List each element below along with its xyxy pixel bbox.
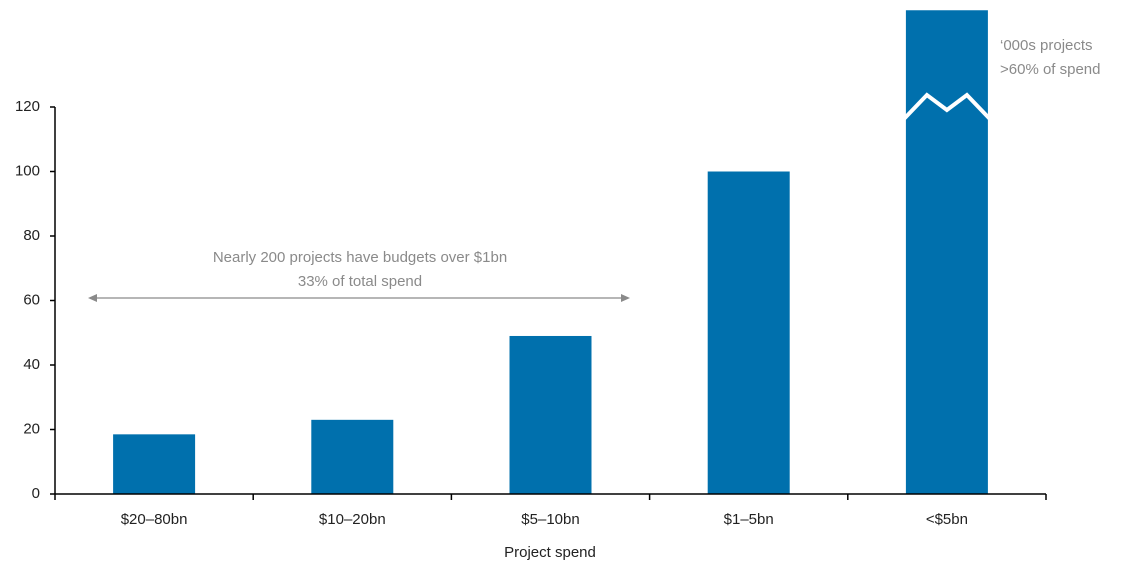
y-tick-label: 100	[15, 162, 40, 179]
x-tick-label: $10–20bn	[319, 511, 386, 528]
x-tick-label: <$5bn	[926, 511, 968, 528]
axis-break	[902, 92, 992, 121]
arrow-head	[88, 294, 97, 302]
y-tick-label: 120	[15, 98, 40, 115]
annotation: Nearly 200 projects have budgets over $1…	[213, 249, 507, 266]
y-tick-label: 40	[23, 356, 40, 373]
annotation: ‘000s projects	[1000, 37, 1093, 54]
bar	[707, 171, 790, 494]
x-axis-label: Project spend	[504, 544, 596, 561]
x-tick-label: $20–80bn	[121, 511, 188, 528]
bar	[311, 419, 394, 494]
annotation: 33% of total spend	[298, 273, 422, 290]
y-tick-label: 80	[23, 227, 40, 244]
annotation: >60% of spend	[1000, 61, 1101, 78]
bar	[509, 335, 592, 494]
bar	[905, 10, 988, 494]
bar	[113, 434, 196, 494]
y-tick-label: 0	[32, 485, 40, 502]
y-tick-label: 60	[23, 291, 40, 308]
x-tick-label: $1–5bn	[724, 511, 774, 528]
y-tick-label: 20	[23, 420, 40, 437]
arrow-head	[621, 294, 630, 302]
x-tick-label: $5–10bn	[521, 511, 579, 528]
